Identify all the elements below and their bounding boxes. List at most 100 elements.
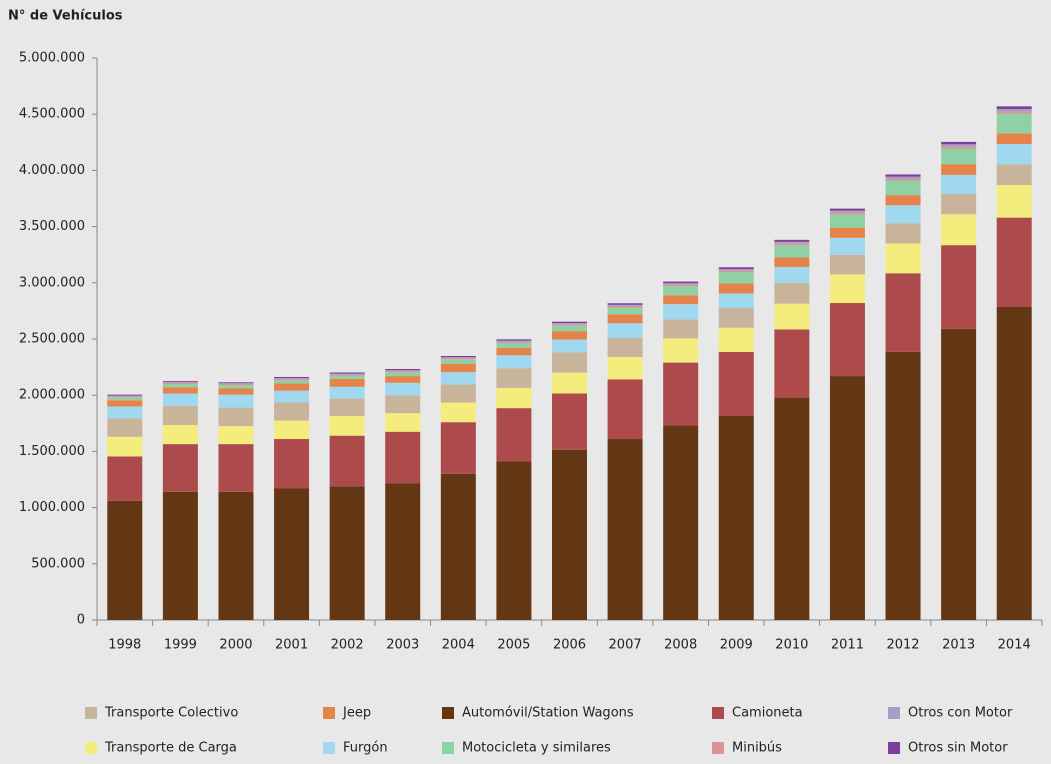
- bar-segment: [774, 257, 810, 268]
- bar-segment: [829, 214, 865, 228]
- bar-segment: [552, 372, 587, 394]
- bar-segment: [274, 439, 310, 489]
- bar-segment: [440, 422, 476, 474]
- bar-segment: [829, 210, 865, 213]
- bar-segment: [829, 227, 865, 238]
- bar-segment: [718, 308, 754, 328]
- bar-segment: [329, 486, 365, 620]
- legend-label: Minibús: [732, 741, 782, 756]
- bar-segment: [274, 402, 310, 421]
- bar-segment: [329, 372, 365, 374]
- bar-segment: [329, 374, 365, 376]
- y-tick-label: 3.000.000: [19, 275, 85, 290]
- bar-segment: [329, 375, 365, 379]
- bar-segment: [607, 307, 643, 315]
- bar-segment: [663, 304, 699, 320]
- x-tick-label: 2008: [664, 638, 697, 653]
- bar-segment: [162, 424, 198, 445]
- bar-segment: [774, 267, 810, 283]
- bar-segment: [218, 491, 254, 620]
- bar-segment: [385, 371, 421, 373]
- bar-segment: [663, 283, 699, 285]
- bar-segment: [385, 372, 421, 377]
- bar-segment: [162, 393, 198, 406]
- bar-segment: [663, 319, 699, 339]
- bar-segment: [829, 254, 865, 275]
- bar-segment: [941, 141, 977, 145]
- bar-segment: [385, 431, 421, 484]
- bar-segment: [663, 295, 699, 305]
- legend-swatch: [323, 707, 335, 719]
- bar-segment: [440, 355, 476, 358]
- y-tick-label: 2.000.000: [19, 388, 85, 403]
- y-tick-label: 0: [77, 613, 85, 628]
- x-tick-label: 2005: [497, 638, 530, 653]
- bar-segment: [607, 304, 643, 306]
- bar-segment: [774, 239, 810, 242]
- bar-segment: [996, 185, 1032, 218]
- bar-segment: [107, 406, 143, 419]
- bar-segment: [274, 420, 310, 440]
- x-tick-label: 2003: [386, 638, 419, 653]
- bar-segment: [774, 398, 810, 620]
- bar-segment: [552, 323, 587, 325]
- x-tick-label: 2006: [553, 638, 586, 653]
- bar-segment: [885, 205, 921, 224]
- bar-segment: [107, 500, 143, 620]
- bar-segment: [329, 415, 365, 436]
- legend-label: Transporte Colectivo: [104, 706, 238, 721]
- bar-segment: [829, 237, 865, 255]
- bar-segment: [496, 368, 532, 388]
- y-tick-label: 4.000.000: [19, 163, 85, 178]
- x-tick-label: 2002: [331, 638, 364, 653]
- x-tick-label: 2007: [609, 638, 642, 653]
- bar-segment: [440, 384, 476, 403]
- y-tick-label: 2.500.000: [19, 332, 85, 347]
- x-tick-label: 2010: [775, 638, 808, 653]
- x-tick-label: 1998: [108, 638, 141, 653]
- legend-label: Jeep: [342, 706, 371, 721]
- bar-segment: [107, 418, 143, 437]
- bar-segment: [718, 293, 754, 309]
- bar-segment: [218, 426, 254, 445]
- bar-segment: [496, 340, 532, 342]
- bar-segment: [885, 243, 921, 274]
- bar-segment: [663, 425, 699, 620]
- bar-segment: [885, 176, 921, 179]
- x-tick-label: 2013: [942, 638, 975, 653]
- bar-segment: [996, 217, 1032, 307]
- bar-segment: [107, 396, 143, 398]
- x-tick-label: 2009: [720, 638, 753, 653]
- bar-segment: [107, 394, 143, 396]
- y-tick-label: 4.500.000: [19, 107, 85, 122]
- bar-segment: [941, 194, 977, 215]
- bar-segment: [552, 325, 587, 332]
- legend-swatch: [85, 742, 97, 754]
- bar-segment: [552, 449, 587, 620]
- legend-label: Furgón: [343, 741, 388, 756]
- bar-segment: [718, 351, 754, 416]
- bar-segment: [663, 338, 699, 363]
- bar-segment: [829, 303, 865, 377]
- bar-segment: [440, 372, 476, 385]
- bar-segment: [663, 362, 699, 426]
- bar-segment: [274, 378, 310, 381]
- bar-segment: [107, 436, 143, 457]
- bar-segment: [385, 483, 421, 620]
- bar-segment: [218, 383, 254, 384]
- bar-segment: [607, 356, 643, 380]
- legend-swatch: [442, 742, 454, 754]
- bar-segment: [718, 283, 754, 294]
- legend-swatch: [442, 707, 454, 719]
- bar-segment: [552, 352, 587, 373]
- bar-segment: [162, 381, 198, 383]
- bar-segment: [274, 378, 310, 379]
- bar-segment: [941, 174, 977, 195]
- y-tick-label: 500.000: [31, 556, 85, 571]
- bar-segment: [718, 272, 754, 284]
- bar-segment: [552, 324, 587, 326]
- bar-segment: [496, 408, 532, 462]
- y-tick-label: 3.500.000: [19, 219, 85, 234]
- bar-segment: [885, 223, 921, 244]
- bar-segment: [385, 376, 421, 383]
